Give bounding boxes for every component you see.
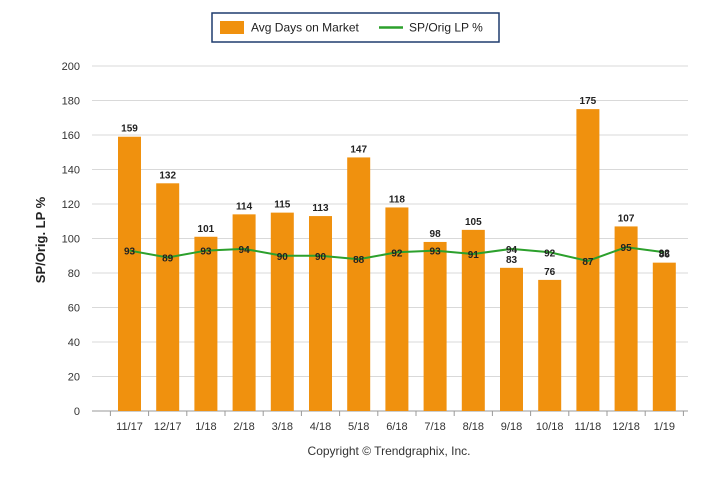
x-tick-label: 7/18 xyxy=(424,421,445,433)
line-value-label: 93 xyxy=(124,247,136,258)
y-tick-label: 0 xyxy=(74,406,80,418)
bar-12/17 xyxy=(156,183,180,411)
bar-1/18 xyxy=(194,236,218,411)
bar-value-label: 83 xyxy=(506,255,518,266)
bar-5/18 xyxy=(347,157,371,411)
bar-value-label: 76 xyxy=(544,267,556,278)
x-tick-label: 2/18 xyxy=(233,421,254,433)
bar-4/18 xyxy=(309,216,332,411)
x-tick-label: 3/18 xyxy=(272,421,293,433)
line-value-label: 93 xyxy=(200,247,212,258)
y-tick-label: 120 xyxy=(62,199,80,211)
legend: Avg Days on Market SP/Orig LP % xyxy=(211,12,500,43)
y-tick-label: 20 xyxy=(68,372,80,384)
bar-value-label: 113 xyxy=(312,203,329,214)
line-value-label: 91 xyxy=(468,250,480,261)
line-value-label: 94 xyxy=(506,245,518,256)
bar-value-label: 107 xyxy=(618,213,635,224)
x-tick-label: 5/18 xyxy=(348,421,369,433)
bar-value-label: 114 xyxy=(236,201,253,212)
y-tick-label: 180 xyxy=(62,96,80,108)
x-tick-label: 1/19 xyxy=(654,421,675,433)
line-value-label: 95 xyxy=(621,243,633,254)
y-tick-label: 80 xyxy=(68,268,80,280)
line-value-label: 90 xyxy=(315,252,327,263)
data-labels: 159 132 101 114 115 113 147 118 98 105 83 76 175 107 8… xyxy=(121,96,670,278)
bar-value-label: 101 xyxy=(198,224,215,235)
line-value-label: 93 xyxy=(430,247,442,258)
x-tick-label: 6/18 xyxy=(386,421,407,433)
y-tick-label: 140 xyxy=(62,165,80,177)
bar-12/18 xyxy=(614,226,638,411)
y-tick-label: 200 xyxy=(62,61,80,73)
y-tick-label: 160 xyxy=(62,130,80,142)
y-tick-label: 100 xyxy=(62,234,80,246)
bar-value-label: 105 xyxy=(465,217,482,228)
line-value-label: 92 xyxy=(544,248,556,259)
bar-series xyxy=(118,109,676,411)
x-tick-label: 1/18 xyxy=(195,421,216,433)
x-tick-label: 10/18 xyxy=(536,421,564,433)
bar-9/18 xyxy=(500,267,523,411)
y-tick-label: 40 xyxy=(68,337,80,349)
bar-11/17 xyxy=(118,136,141,411)
legend-label-line: SP/Orig LP % xyxy=(409,21,483,35)
bar-1/19 xyxy=(652,262,676,411)
bar-value-label: 86 xyxy=(659,250,671,261)
bar-value-label: 175 xyxy=(580,96,597,107)
line-value-label: 94 xyxy=(239,245,251,256)
x-tick-label: 12/17 xyxy=(154,421,182,433)
bar-value-label: 115 xyxy=(274,200,291,211)
x-axis: 11/17 12/17 1/18 2/18 3/18 4/18 5/18 6/18 7/18 8/… xyxy=(109,411,684,433)
legend-box xyxy=(211,12,500,43)
bar-10/18 xyxy=(538,279,562,411)
bar-value-label: 118 xyxy=(389,194,406,205)
legend-swatch-bar xyxy=(220,21,244,34)
x-tick-label: 11/18 xyxy=(575,421,602,433)
line-sp-orig-lp xyxy=(129,246,665,262)
line-value-label: 89 xyxy=(162,253,174,264)
bar-2/18 xyxy=(232,214,256,411)
bar-8/18 xyxy=(461,229,485,411)
line-value-label: 92 xyxy=(391,248,403,259)
bar-value-label: 98 xyxy=(430,229,442,240)
bar-3/18 xyxy=(270,212,294,411)
x-tick-label: 8/18 xyxy=(463,421,484,433)
line-value-label: 88 xyxy=(353,255,365,266)
bar-6/18 xyxy=(385,207,409,411)
bar-value-label: 159 xyxy=(121,124,138,135)
y-axis: 0 20 40 60 80 100 120 140 160 180 200 xyxy=(62,61,80,418)
x-tick-label: 4/18 xyxy=(310,421,331,433)
x-tick-label: 9/18 xyxy=(501,421,522,433)
y-axis-title: SP/Orig. LP % xyxy=(33,196,48,283)
copyright-text: Copyright © Trendgraphix, Inc. xyxy=(308,444,471,458)
bar-7/18 xyxy=(423,241,447,411)
x-tick-label: 12/18 xyxy=(612,421,640,433)
line-value-label: 92 xyxy=(659,248,671,259)
y-tick-label: 60 xyxy=(68,303,80,315)
line-series xyxy=(129,246,665,262)
line-value-label: 90 xyxy=(277,252,289,263)
bar-value-label: 132 xyxy=(159,170,176,181)
bar-value-label: 147 xyxy=(350,144,367,155)
x-tick-label: 11/17 xyxy=(116,421,143,433)
line-value-label: 87 xyxy=(582,257,594,268)
legend-label-bar: Avg Days on Market xyxy=(251,21,359,35)
